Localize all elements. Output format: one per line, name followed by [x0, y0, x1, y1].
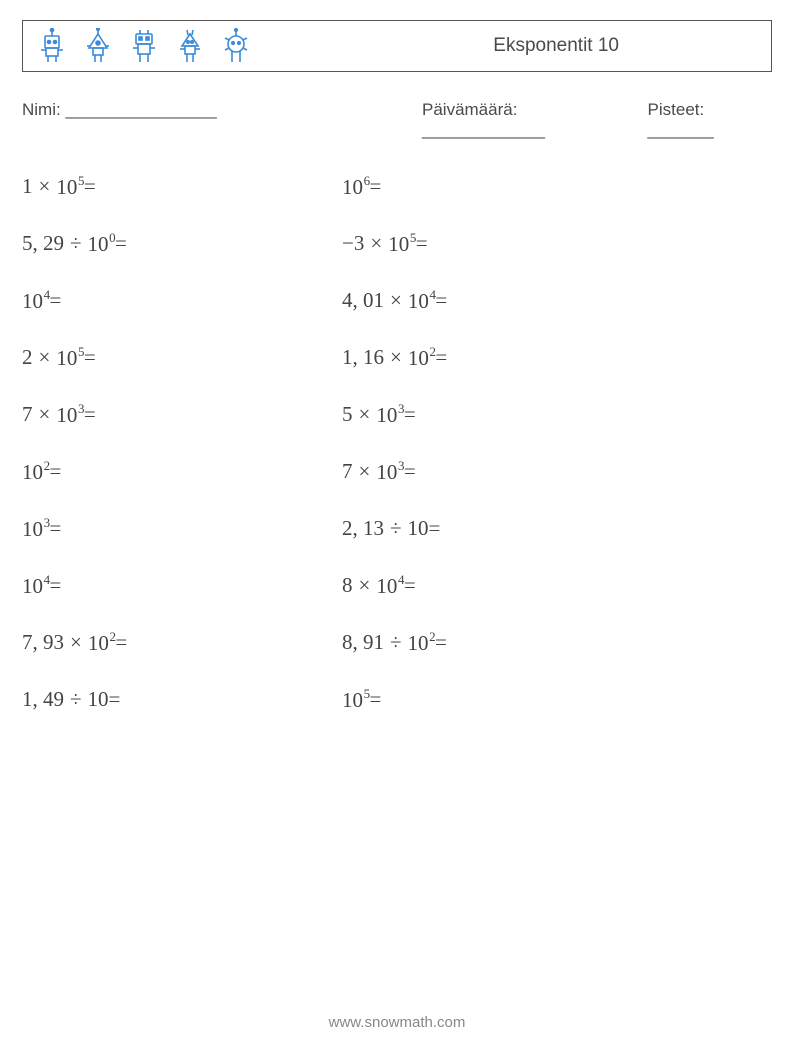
problem: 102 =	[22, 459, 342, 516]
problem: 1×105 =	[22, 174, 342, 231]
score-field[interactable]: Pisteet: _______	[648, 100, 772, 140]
problem: 7×103 =	[342, 459, 662, 516]
problem: 103 =	[22, 516, 342, 573]
robot-icon	[81, 28, 115, 64]
problem: 5×103 =	[342, 402, 662, 459]
problem: −3×105 =	[342, 231, 662, 288]
worksheet-title: Eksponentit 10	[493, 35, 619, 57]
problem: 106 =	[342, 174, 662, 231]
problem-column-left: 1×105 =5, 29÷100 =104 =2×105 =7×103 =102…	[22, 174, 342, 744]
date-field[interactable]: Päivämäärä: _____________	[422, 100, 640, 140]
header: Eksponentit 10	[22, 20, 772, 72]
problem: 104 =	[22, 573, 342, 630]
robot-icon	[173, 28, 207, 64]
worksheet-page: Eksponentit 10 Nimi: ________________ Pä…	[0, 0, 794, 1053]
problem: 1, 16×102 =	[342, 345, 662, 402]
problem: 5, 29÷100 =	[22, 231, 342, 288]
problem: 7×103 =	[22, 402, 342, 459]
problem: 1, 49÷10 =	[22, 687, 342, 744]
name-field[interactable]: Nimi: ________________	[22, 100, 422, 140]
info-row: Nimi: ________________ Päivämäärä: _____…	[22, 100, 772, 140]
problem: 8×104 =	[342, 573, 662, 630]
problem: 7, 93×102 =	[22, 630, 342, 687]
problem: 105 =	[342, 687, 662, 744]
problem: 2, 13÷10 =	[342, 516, 662, 573]
problem: 104 =	[22, 288, 342, 345]
robot-icon-row	[35, 28, 253, 64]
robot-icon	[219, 28, 253, 64]
problem: 2×105 =	[22, 345, 342, 402]
problem: 8, 91÷102 =	[342, 630, 662, 687]
problem-column-right: 106 =−3×105 =4, 01×104 =1, 16×102 =5×103…	[342, 174, 662, 744]
robot-icon	[35, 28, 69, 64]
problem: 4, 01×104 =	[342, 288, 662, 345]
problem-grid: 1×105 =5, 29÷100 =104 =2×105 =7×103 =102…	[22, 174, 772, 744]
footer-link[interactable]: www.snowmath.com	[0, 1014, 794, 1031]
robot-icon	[127, 28, 161, 64]
